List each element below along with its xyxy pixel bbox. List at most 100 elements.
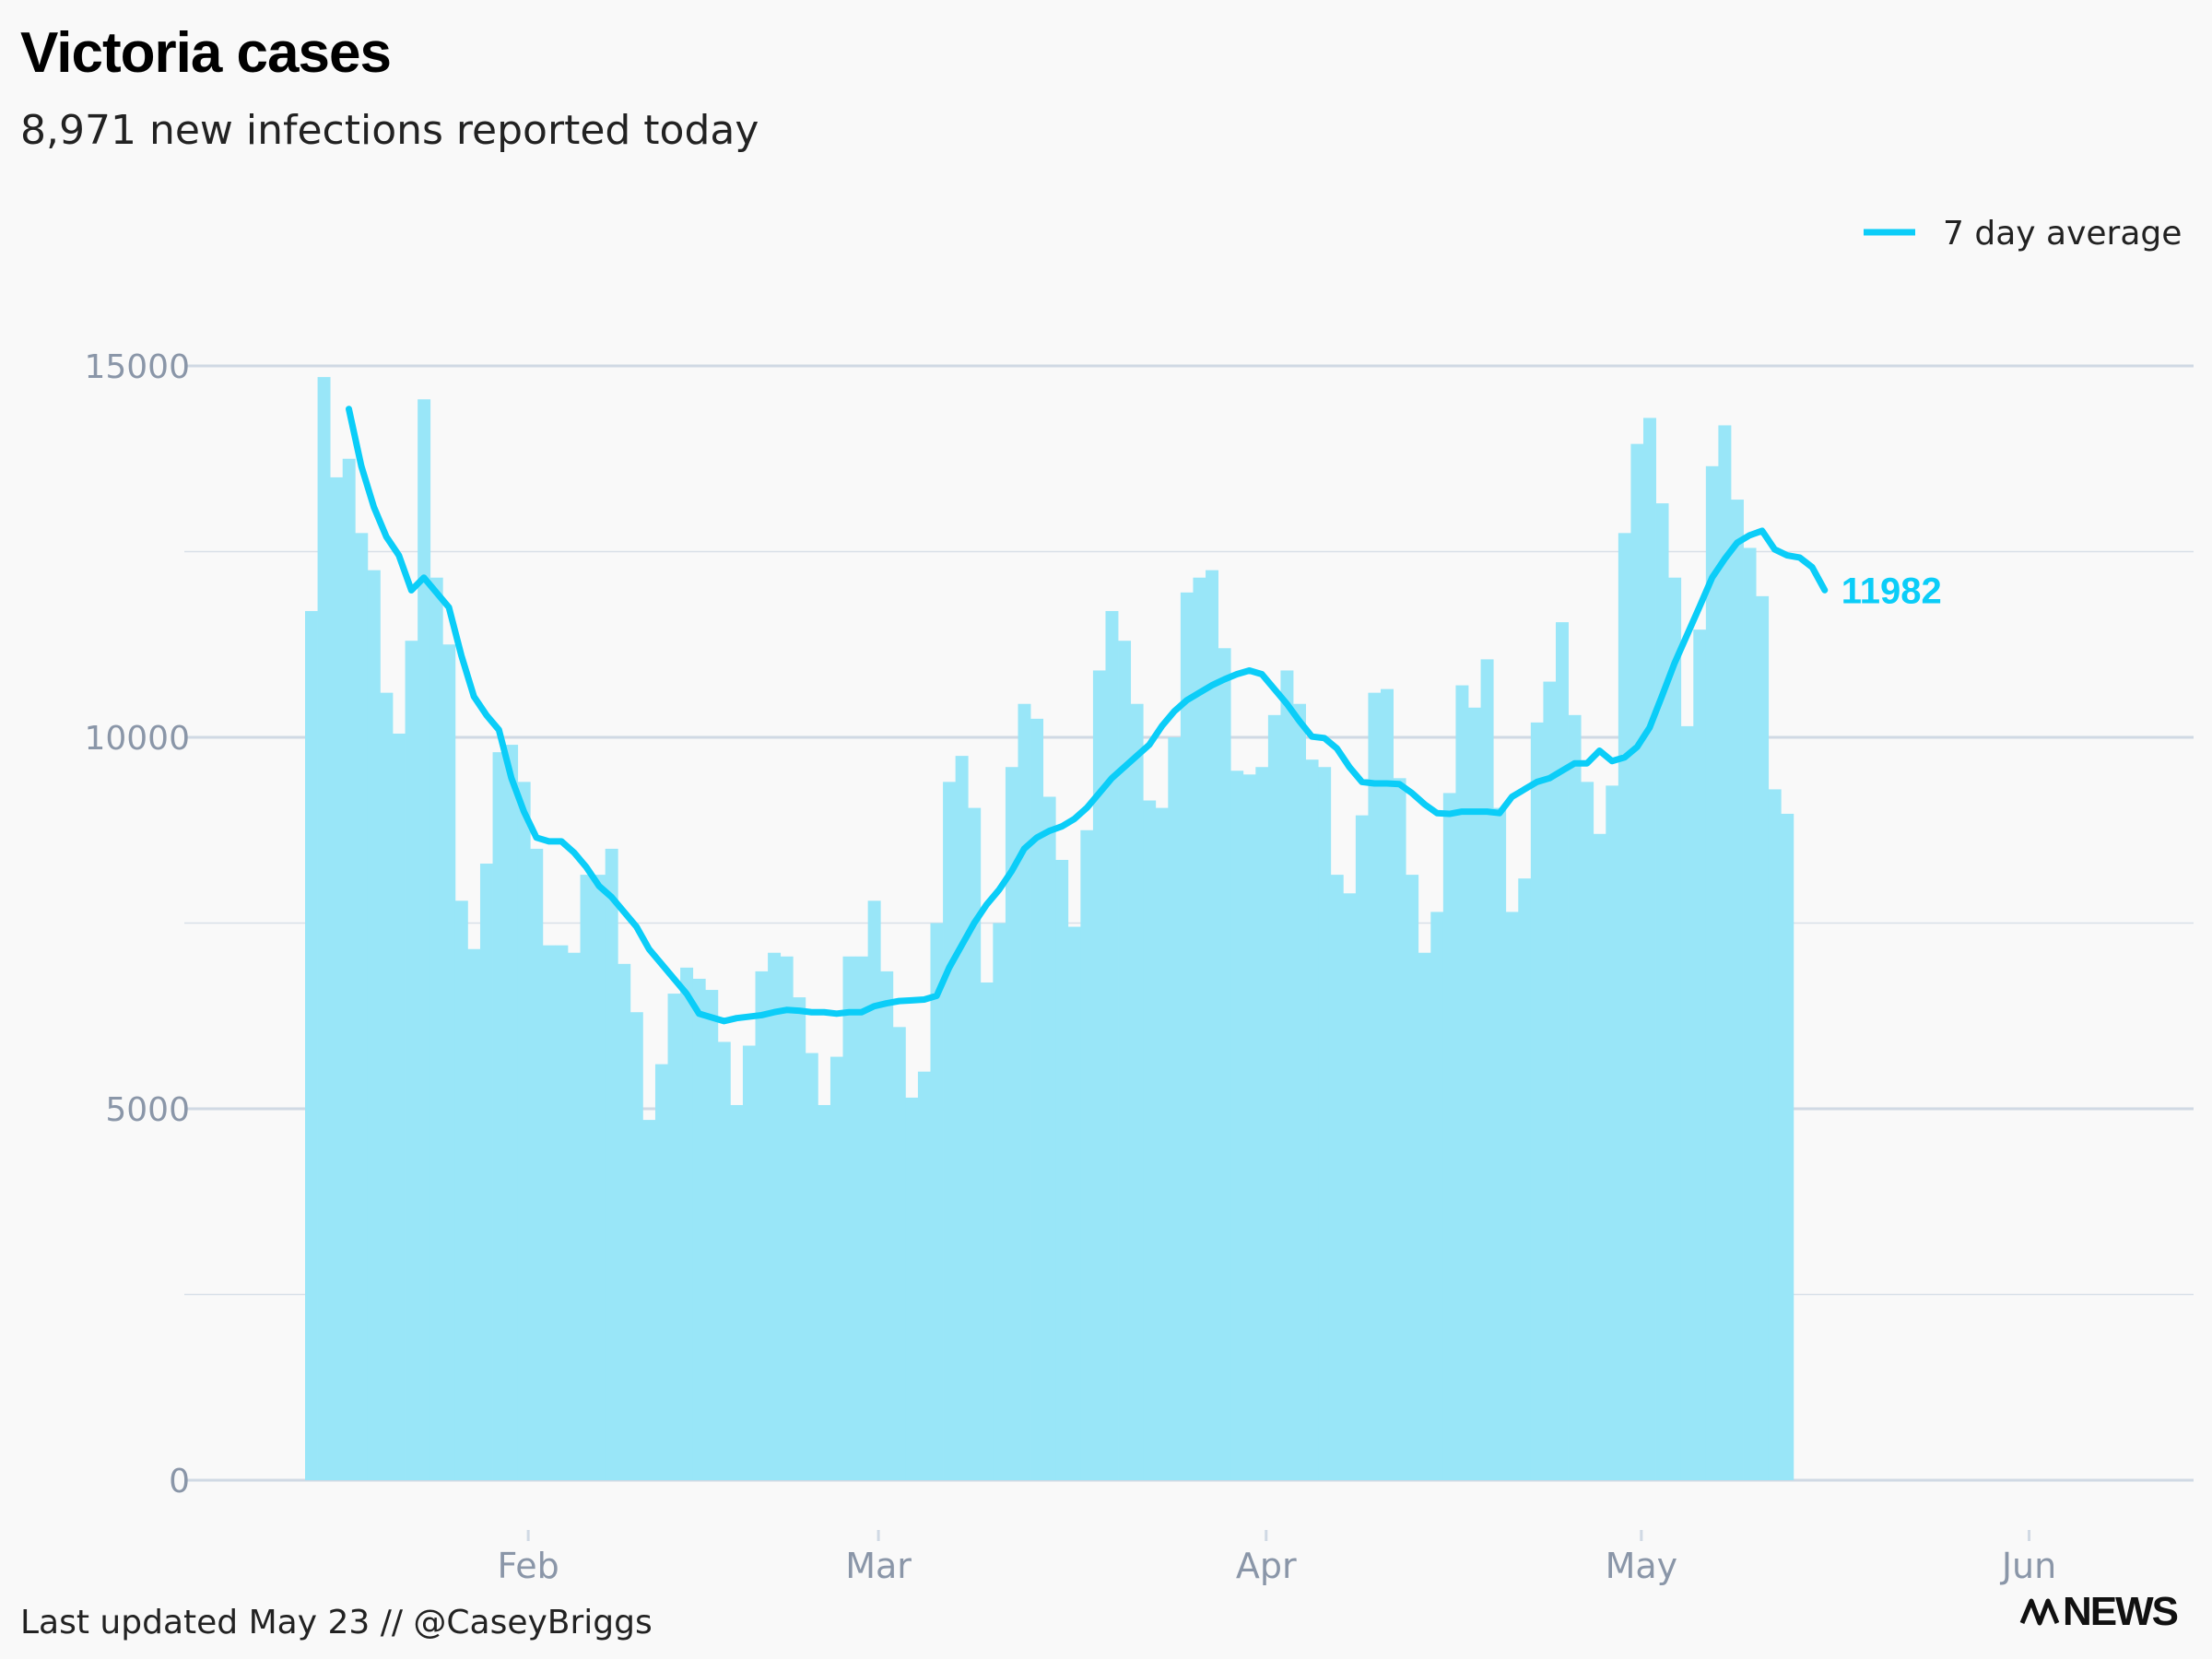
daily-bar bbox=[1768, 789, 1782, 1480]
x-tick-label: Apr bbox=[1236, 1546, 1297, 1586]
daily-bar bbox=[555, 945, 569, 1480]
average-end-label: 11982 bbox=[1841, 571, 1942, 611]
daily-bar bbox=[1642, 418, 1656, 1480]
daily-bar bbox=[1293, 703, 1306, 1480]
daily-bar bbox=[1668, 577, 1682, 1480]
daily-bar bbox=[905, 1097, 919, 1480]
daily-bar bbox=[742, 1045, 756, 1480]
daily-bar bbox=[429, 577, 443, 1480]
daily-bar bbox=[405, 641, 418, 1480]
daily-bar bbox=[1330, 875, 1344, 1480]
daily-bar bbox=[1055, 859, 1069, 1480]
daily-bar bbox=[305, 610, 318, 1480]
daily-bar bbox=[730, 1104, 744, 1480]
daily-bar bbox=[1343, 893, 1357, 1480]
chart-title: Victoria cases bbox=[20, 21, 392, 85]
abc-logo-icon bbox=[2019, 1598, 2060, 1626]
axis-labels: 0 5000 10000 15000 Feb Mar Apr May Jun bbox=[84, 348, 2056, 1586]
daily-bar bbox=[755, 971, 769, 1480]
daily-bar bbox=[454, 900, 468, 1480]
daily-bar bbox=[1556, 622, 1569, 1480]
daily-bar bbox=[1606, 785, 1619, 1480]
legend: 7 day average bbox=[1864, 215, 2182, 253]
daily-bar bbox=[1305, 759, 1319, 1480]
legend-label: 7 day average bbox=[1943, 215, 2182, 253]
daily-bar bbox=[542, 945, 556, 1480]
daily-bar bbox=[855, 956, 869, 1480]
daily-bar bbox=[930, 923, 944, 1480]
daily-bar bbox=[1130, 703, 1144, 1480]
y-tick-label: 10000 bbox=[84, 720, 190, 758]
daily-bar bbox=[1318, 767, 1332, 1480]
daily-bar bbox=[1255, 767, 1269, 1480]
daily-bar bbox=[1442, 793, 1456, 1480]
daily-bar bbox=[1756, 595, 1770, 1480]
chart-subtitle: 8,971 new infections reported today bbox=[20, 107, 759, 154]
daily-bar bbox=[1518, 878, 1532, 1480]
daily-bar bbox=[1143, 800, 1157, 1480]
daily-bar bbox=[1368, 692, 1382, 1480]
daily-bar bbox=[442, 644, 456, 1480]
y-tick-label: 15000 bbox=[84, 348, 190, 386]
daily-bar bbox=[380, 692, 394, 1480]
daily-case-bars bbox=[305, 377, 1794, 1481]
daily-bar bbox=[642, 1120, 656, 1480]
daily-bar bbox=[1267, 714, 1281, 1480]
daily-bar bbox=[1718, 425, 1732, 1481]
daily-bar bbox=[1593, 833, 1606, 1480]
daily-bar bbox=[492, 752, 506, 1480]
daily-bar bbox=[505, 745, 519, 1480]
daily-bar bbox=[842, 956, 856, 1480]
daily-bar bbox=[1230, 771, 1244, 1480]
daily-bar bbox=[1218, 648, 1231, 1480]
daily-bar bbox=[680, 967, 694, 1480]
daily-bar bbox=[880, 971, 894, 1480]
daily-bar bbox=[567, 952, 581, 1480]
daily-bar bbox=[1030, 718, 1044, 1480]
daily-bar bbox=[1655, 503, 1669, 1480]
daily-bar bbox=[392, 733, 406, 1480]
abc-news-logo: NEWS bbox=[2018, 1589, 2179, 1635]
daily-bar bbox=[330, 477, 344, 1480]
daily-bar bbox=[1618, 533, 1631, 1480]
daily-bar bbox=[1705, 465, 1719, 1480]
daily-bar bbox=[530, 848, 544, 1480]
daily-bar bbox=[1693, 629, 1707, 1480]
daily-bar bbox=[1430, 912, 1444, 1480]
daily-bar bbox=[1680, 725, 1694, 1480]
daily-bar bbox=[1730, 500, 1744, 1480]
daily-bar bbox=[1743, 547, 1757, 1480]
daily-bar bbox=[892, 1027, 906, 1480]
daily-bar bbox=[667, 994, 681, 1480]
daily-bar bbox=[1468, 707, 1481, 1480]
daily-bar bbox=[1493, 807, 1507, 1480]
daily-bar bbox=[479, 864, 493, 1480]
daily-bar bbox=[1193, 577, 1206, 1480]
daily-bar bbox=[717, 1041, 731, 1480]
daily-bar bbox=[342, 458, 356, 1480]
daily-bar bbox=[1080, 830, 1094, 1480]
x-tick-label: May bbox=[1606, 1546, 1678, 1586]
daily-bar bbox=[1005, 767, 1018, 1480]
daily-bar bbox=[1355, 815, 1369, 1480]
daily-bar bbox=[629, 1012, 643, 1480]
daily-bar bbox=[355, 533, 369, 1480]
daily-bar bbox=[1505, 912, 1519, 1480]
daily-bar bbox=[418, 399, 431, 1480]
daily-bar bbox=[1530, 722, 1544, 1480]
daily-bar bbox=[1242, 774, 1256, 1480]
daily-bar bbox=[467, 948, 481, 1480]
daily-bar bbox=[692, 978, 706, 1480]
x-tick-label: Jun bbox=[2000, 1546, 2056, 1586]
daily-bar bbox=[793, 997, 806, 1480]
daily-bar bbox=[1118, 641, 1132, 1480]
daily-bar bbox=[593, 875, 606, 1480]
brand-text: NEWS bbox=[2063, 1589, 2179, 1634]
daily-bar bbox=[1581, 782, 1594, 1480]
daily-bar bbox=[1781, 813, 1794, 1480]
daily-bar bbox=[1155, 807, 1169, 1480]
average-line-path bbox=[346, 406, 1829, 1025]
daily-bar bbox=[867, 900, 881, 1480]
daily-bar bbox=[517, 782, 531, 1480]
